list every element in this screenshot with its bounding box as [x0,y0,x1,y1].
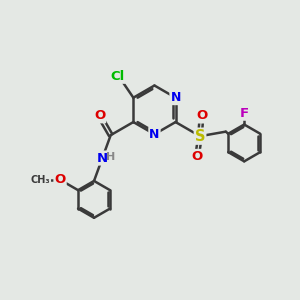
Text: F: F [240,107,249,120]
Text: N: N [149,128,160,141]
Text: CH₃: CH₃ [31,175,50,185]
Text: O: O [94,109,105,122]
Text: Cl: Cl [111,70,125,83]
Text: N: N [170,91,181,104]
Text: O: O [196,110,207,122]
Text: S: S [195,129,205,144]
Text: N: N [97,152,108,164]
Text: H: H [106,152,115,162]
Text: O: O [191,150,203,163]
Text: O: O [54,173,66,186]
